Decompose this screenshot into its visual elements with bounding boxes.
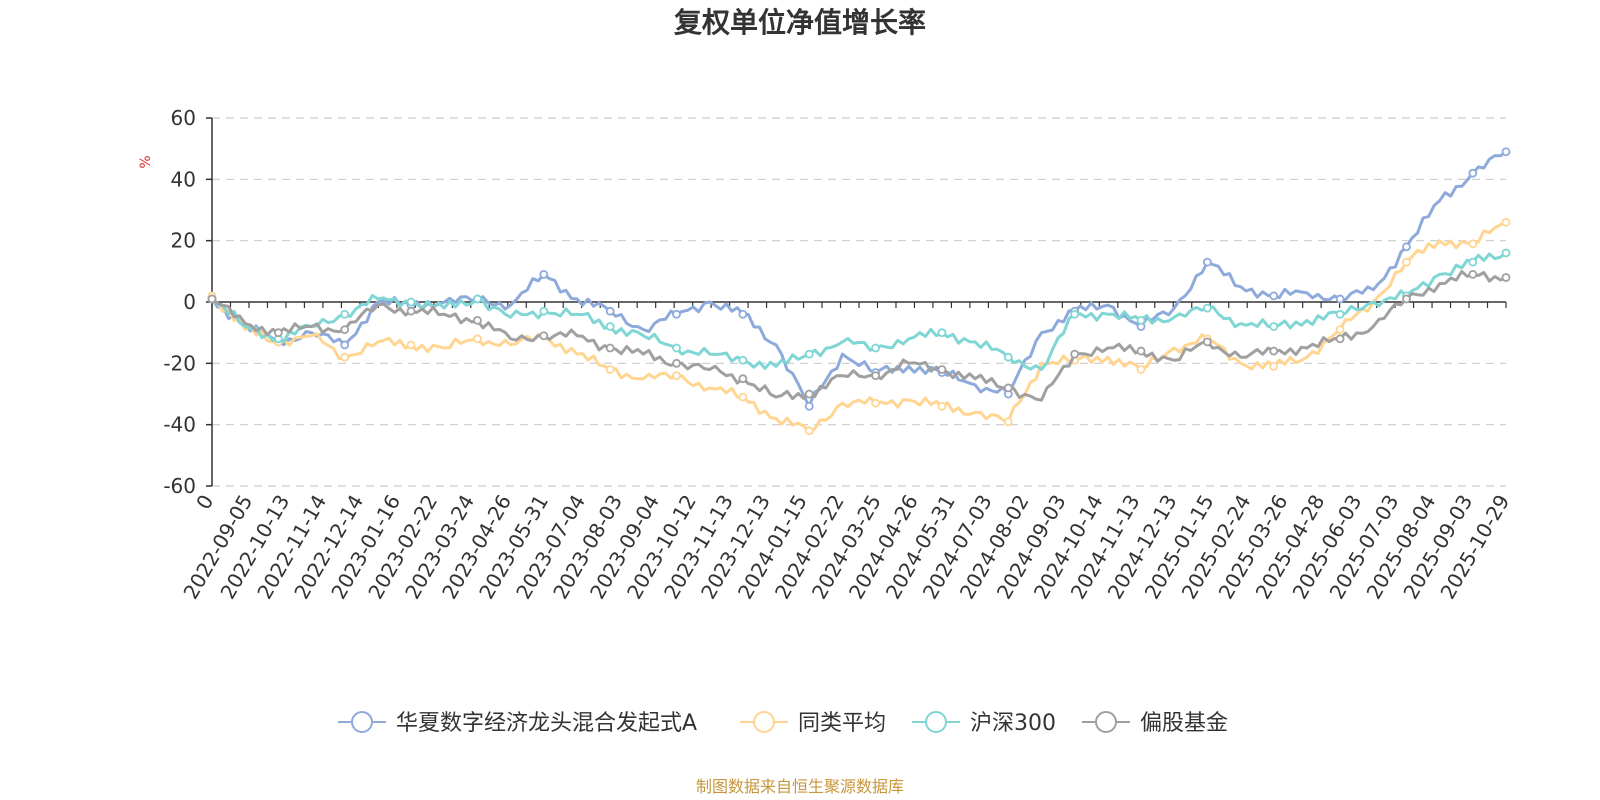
data-point: [1335, 334, 1345, 344]
data-point: [1501, 248, 1511, 258]
data-point: [1003, 352, 1013, 362]
data-point: [605, 322, 615, 331]
data-point: [1335, 309, 1345, 319]
data-point: [1501, 217, 1511, 227]
y-tick-label: 60: [171, 106, 196, 130]
data-point: [406, 306, 416, 316]
data-point: [1003, 383, 1013, 393]
data-point: [605, 365, 615, 374]
data-point: [1070, 309, 1080, 319]
series-line: [210, 251, 1507, 371]
data-point: [1468, 257, 1478, 267]
x-tick-label: 0: [191, 491, 218, 514]
data-point: [1269, 322, 1279, 331]
series-line: [211, 270, 1507, 402]
data-point: [1335, 325, 1345, 335]
legend-label: 偏股基金: [1140, 711, 1228, 736]
data-point: [738, 374, 748, 384]
data-point: [937, 401, 947, 411]
legend-marker-icon: [753, 711, 775, 733]
legend-label: 同类平均: [798, 711, 886, 736]
data-point: [1402, 294, 1411, 304]
data-point: [1402, 257, 1411, 267]
series-lines: [207, 147, 1511, 436]
data-point: [207, 294, 217, 304]
data-point: [1501, 147, 1511, 157]
data-point: [672, 343, 681, 353]
data-point: [1070, 349, 1080, 359]
data-point: [804, 389, 814, 399]
legend-label: 华夏数字经济龙头混合发起式A: [396, 711, 697, 736]
chart-title: 复权单位净值增长率: [674, 6, 926, 39]
legend-item[interactable]: 同类平均: [740, 711, 886, 736]
data-point: [871, 371, 880, 381]
series-line: [210, 220, 1507, 433]
data-point: [1468, 269, 1478, 279]
data-point: [738, 355, 748, 365]
data-point: [539, 306, 549, 316]
series-line: [210, 150, 1507, 408]
data-point: [871, 343, 880, 353]
axes: 6040200-20-40-6002022-09-052022-10-13202…: [163, 106, 1514, 603]
data-point: [1269, 291, 1279, 301]
data-point: [1202, 303, 1212, 313]
legend-marker-icon: [1095, 711, 1117, 733]
data-point: [1468, 239, 1478, 249]
y-axis-unit-label: %: [138, 155, 154, 168]
legend[interactable]: 华夏数字经济龙头混合发起式A 同类平均 沪深300 偏股基金: [338, 711, 1228, 736]
data-point: [1202, 257, 1212, 267]
data-point: [473, 315, 482, 325]
data-point: [1501, 273, 1511, 282]
data-point: [1136, 315, 1146, 325]
data-point: [672, 358, 681, 368]
data-point: [804, 426, 814, 436]
data-point: [1468, 168, 1478, 178]
data-point: [1136, 365, 1146, 374]
data-point: [473, 294, 482, 304]
data-point: [605, 306, 615, 316]
data-point: [672, 309, 681, 319]
data-point: [473, 334, 482, 344]
y-tick-label: -60: [163, 474, 196, 498]
data-point: [1136, 346, 1146, 356]
data-point: [340, 309, 350, 319]
data-point: [937, 365, 947, 374]
data-point: [1003, 417, 1013, 427]
data-point: [804, 401, 814, 411]
data-point: [1269, 346, 1279, 356]
legend-item[interactable]: 偏股基金: [1082, 711, 1228, 736]
data-point: [871, 398, 880, 408]
legend-marker-icon: [925, 711, 947, 733]
data-point: [539, 269, 549, 279]
legend-marker-icon: [351, 711, 373, 733]
data-point: [738, 309, 748, 319]
data-point: [340, 352, 350, 362]
legend-item[interactable]: 华夏数字经济龙头混合发起式A: [338, 711, 697, 736]
data-point: [539, 331, 549, 341]
data-point: [406, 340, 416, 350]
data-point: [1402, 242, 1411, 252]
data-point: [1202, 337, 1212, 347]
y-tick-label: 20: [171, 229, 196, 253]
data-source-note: 制图数据来自恒生聚源数据库: [696, 777, 904, 796]
data-point: [340, 325, 350, 335]
y-tick-label: -40: [163, 413, 196, 437]
data-point: [672, 371, 681, 381]
data-point: [1269, 361, 1279, 371]
gridlines: [212, 117, 1506, 487]
data-point: [273, 328, 283, 338]
data-point: [406, 297, 416, 307]
legend-item[interactable]: 沪深300: [912, 711, 1056, 736]
legend-label: 沪深300: [970, 711, 1056, 736]
data-point: [738, 392, 748, 402]
data-point: [605, 343, 615, 353]
y-tick-label: -20: [163, 351, 196, 375]
y-tick-label: 0: [183, 290, 196, 314]
data-point: [1335, 294, 1345, 304]
data-point: [937, 328, 947, 338]
data-point: [804, 349, 814, 359]
y-tick-label: 40: [171, 167, 196, 191]
data-point: [340, 340, 350, 350]
